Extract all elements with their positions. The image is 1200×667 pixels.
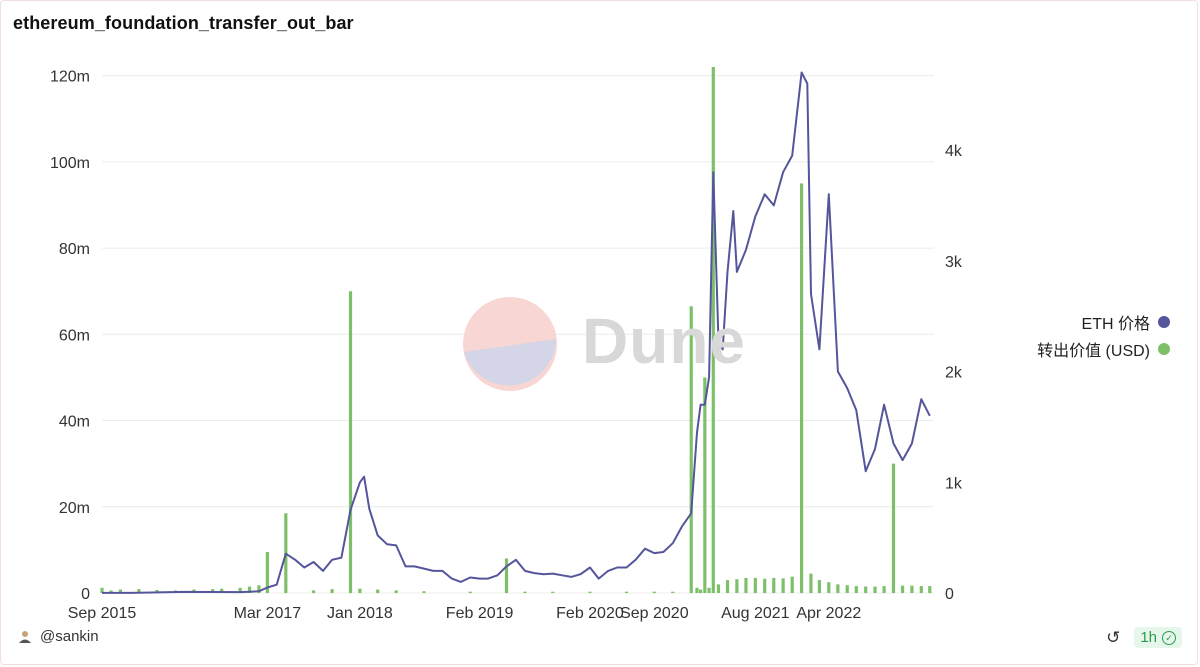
transfer-bar	[882, 586, 886, 593]
transfer-bar	[118, 589, 123, 593]
transfer-bar	[725, 580, 730, 593]
transfer-bar	[744, 577, 748, 593]
result-age: 1h	[1140, 629, 1157, 646]
transfer-bar	[919, 586, 923, 593]
legend-label: ETH 价格	[1081, 315, 1150, 333]
transfer-bar	[817, 580, 822, 593]
transfer-bar	[707, 587, 711, 593]
transfer-bar	[376, 589, 380, 593]
y-left-tick-label: 0	[81, 586, 90, 603]
y-right-tick-label: 1k	[945, 475, 963, 492]
transfer-bar	[422, 591, 426, 593]
x-tick-label: Sep 2015	[68, 605, 137, 622]
transfer-bar	[827, 582, 831, 593]
transfer-bar	[928, 586, 932, 593]
transfer-bar	[873, 586, 877, 593]
y-left-tick-label: 60m	[59, 327, 90, 344]
transfer-bar	[711, 67, 715, 593]
transfer-bar	[854, 586, 858, 593]
y-right-tick-label: 2k	[945, 365, 963, 382]
y-right-tick-label: 0	[945, 586, 954, 603]
transfer-bar	[265, 552, 269, 593]
transfer-bar	[703, 377, 707, 593]
transfer-bar	[799, 183, 804, 593]
author-link[interactable]: @sankin	[18, 628, 99, 645]
x-tick-label: Jan 2018	[327, 605, 393, 622]
chart-title: ethereum_foundation_transfer_out_bar	[13, 13, 354, 33]
check-icon: ✓	[1162, 630, 1176, 645]
y-left-tick-label: 100m	[50, 155, 90, 172]
y-left-tick-label: 40m	[59, 414, 90, 431]
transfer-bar	[671, 591, 675, 593]
transfer-bar	[137, 589, 141, 593]
transfer-bar	[257, 585, 261, 593]
transfer-bar	[772, 577, 776, 593]
transfer-bar	[845, 585, 849, 593]
transfer-bar	[763, 578, 767, 593]
user-icon	[19, 630, 31, 643]
y-left-tick-label: 120m	[50, 69, 90, 86]
legend-item-transfer-value[interactable]: 转出价值 (USD)	[1037, 335, 1170, 362]
x-tick-label: Feb 2020	[556, 605, 624, 622]
x-tick-label: Sep 2020	[620, 605, 689, 622]
transfer-bar	[836, 584, 840, 593]
x-tick-label: Mar 2017	[234, 605, 302, 622]
transfer-bar	[689, 306, 693, 593]
y-left-tick-label: 80m	[59, 241, 90, 258]
y-left-tick-label: 20m	[59, 500, 90, 517]
transfer-bar	[891, 463, 896, 593]
x-tick-label: Aug 2021	[721, 605, 790, 622]
author-name: @sankin	[40, 628, 99, 645]
transfer-bar	[781, 578, 785, 593]
transfer-bar	[468, 591, 472, 593]
transfer-bar	[809, 573, 813, 593]
transfer-bar	[716, 584, 721, 593]
transfer-bar	[910, 585, 914, 593]
transfer-bar	[394, 590, 398, 593]
transfer-bar	[624, 591, 629, 593]
footer-status: ↺ 1h ✓	[1106, 627, 1182, 648]
transfer-bar	[790, 576, 794, 593]
transfer-bar	[109, 590, 113, 593]
transfer-bar	[864, 586, 868, 593]
transfer-bar	[247, 586, 252, 593]
transfer-bar	[551, 591, 555, 593]
transfer-bar	[100, 587, 104, 593]
transfer-bar	[900, 585, 905, 593]
legend-item-eth-price[interactable]: ETH 价格	[1037, 308, 1170, 335]
x-tick-label: Feb 2019	[446, 605, 514, 622]
x-tick-label: Apr 2022	[796, 605, 861, 622]
transfer-bar	[312, 590, 316, 593]
legend-label: 转出价值 (USD)	[1037, 342, 1150, 360]
y-right-tick-label: 3k	[945, 254, 963, 271]
transfer-bar	[699, 589, 703, 593]
transfer-bar	[753, 577, 757, 593]
legend-swatch	[1158, 315, 1170, 328]
transfer-bar	[358, 588, 362, 593]
transfer-bar	[652, 591, 656, 593]
transfer-bar	[330, 589, 334, 593]
transfer-bar	[504, 558, 509, 593]
y-right-tick-label: 4k	[945, 143, 963, 160]
transfer-bar	[523, 591, 527, 593]
chart-legend: ETH 价格 转出价值 (USD)	[1037, 308, 1170, 362]
result-age-badge[interactable]: 1h ✓	[1134, 627, 1182, 648]
transfer-bar	[588, 591, 592, 593]
transfer-bar	[695, 587, 699, 593]
refresh-icon[interactable]: ↺	[1106, 627, 1121, 647]
transfer-bar	[220, 588, 224, 593]
transfer-bar	[238, 587, 242, 593]
transfer-bar	[348, 291, 353, 593]
legend-swatch	[1158, 342, 1170, 355]
eth-price-line	[101, 71, 931, 594]
transfer-bar	[735, 579, 739, 593]
